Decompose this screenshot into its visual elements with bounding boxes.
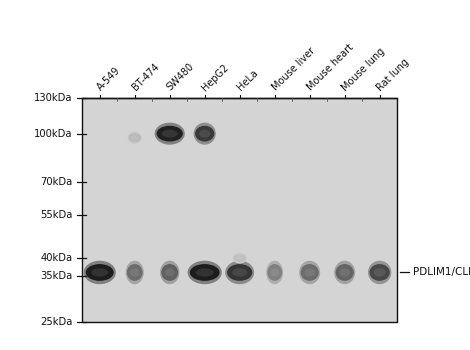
Ellipse shape <box>336 264 354 281</box>
Text: 55kDa: 55kDa <box>40 210 73 220</box>
Bar <box>82 98 397 322</box>
Text: 100kDa: 100kDa <box>34 129 73 139</box>
Text: HepG2: HepG2 <box>200 62 231 93</box>
Ellipse shape <box>194 122 216 145</box>
Ellipse shape <box>369 264 390 281</box>
Ellipse shape <box>368 261 392 284</box>
Ellipse shape <box>236 256 243 260</box>
Text: Mouse lung: Mouse lung <box>340 46 387 93</box>
Text: PDLIM1/CLP36: PDLIM1/CLP36 <box>413 267 470 278</box>
Text: 130kDa: 130kDa <box>34 93 73 103</box>
Ellipse shape <box>304 268 315 277</box>
Text: SW480: SW480 <box>165 62 196 93</box>
Ellipse shape <box>127 264 142 281</box>
Ellipse shape <box>190 264 219 281</box>
Ellipse shape <box>164 268 175 277</box>
Text: HeLa: HeLa <box>235 68 259 93</box>
Ellipse shape <box>161 264 178 281</box>
Ellipse shape <box>266 261 283 284</box>
Ellipse shape <box>160 261 180 284</box>
Ellipse shape <box>195 126 214 141</box>
Text: 35kDa: 35kDa <box>40 271 73 281</box>
Ellipse shape <box>86 264 114 281</box>
Ellipse shape <box>267 264 282 281</box>
Ellipse shape <box>129 133 141 142</box>
Text: 40kDa: 40kDa <box>41 253 73 263</box>
Ellipse shape <box>131 135 138 140</box>
Text: Mouse heart: Mouse heart <box>305 43 355 93</box>
Text: 70kDa: 70kDa <box>40 177 73 187</box>
Ellipse shape <box>270 268 279 277</box>
Ellipse shape <box>225 261 254 284</box>
Ellipse shape <box>162 130 178 138</box>
Text: Rat lung: Rat lung <box>375 57 411 93</box>
Ellipse shape <box>157 126 183 141</box>
Ellipse shape <box>339 268 350 277</box>
Ellipse shape <box>125 261 144 284</box>
Ellipse shape <box>130 268 140 277</box>
Ellipse shape <box>301 264 319 281</box>
Ellipse shape <box>227 264 252 281</box>
Ellipse shape <box>91 268 108 277</box>
Ellipse shape <box>234 254 246 262</box>
Text: 25kDa: 25kDa <box>40 317 73 327</box>
Text: BT-474: BT-474 <box>130 62 161 93</box>
Ellipse shape <box>232 268 247 277</box>
Text: Mouse liver: Mouse liver <box>270 46 317 93</box>
Ellipse shape <box>188 261 222 284</box>
Ellipse shape <box>155 122 185 145</box>
Ellipse shape <box>196 268 214 277</box>
Ellipse shape <box>374 268 386 277</box>
Ellipse shape <box>299 261 320 284</box>
Ellipse shape <box>199 130 211 138</box>
Ellipse shape <box>84 261 116 284</box>
Ellipse shape <box>128 132 142 144</box>
Ellipse shape <box>334 261 355 284</box>
Ellipse shape <box>233 253 247 264</box>
Text: A-549: A-549 <box>95 65 122 93</box>
